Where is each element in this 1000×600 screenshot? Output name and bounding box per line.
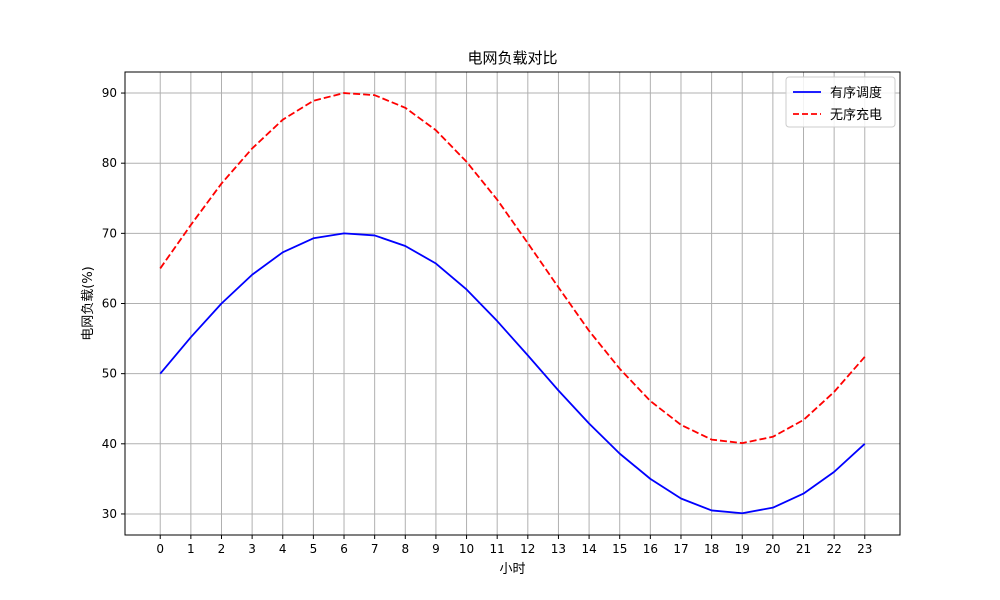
y-tick-label: 90 (102, 86, 117, 100)
x-tick-label: 3 (248, 542, 256, 556)
y-tick-label: 40 (102, 437, 117, 451)
x-tick-label: 11 (490, 542, 505, 556)
y-tick-label: 60 (102, 297, 117, 311)
x-tick-label: 1 (187, 542, 195, 556)
y-axis-ticks: 30 40 50 60 70 80 90 (102, 86, 125, 521)
x-tick-label: 15 (612, 542, 627, 556)
y-tick-label: 70 (102, 226, 117, 240)
grid-lines (125, 72, 900, 535)
x-tick-label: 13 (551, 542, 566, 556)
legend-label-ordered: 有序调度 (830, 85, 882, 101)
x-tick-label: 12 (520, 542, 535, 556)
y-tick-label: 30 (102, 507, 117, 521)
series-line-0 (159, 232, 866, 515)
x-tick-label: 7 (371, 542, 379, 556)
x-tick-label: 18 (704, 542, 719, 556)
series-lines (159, 92, 866, 515)
y-axis-title: 电网负载(%) (81, 266, 96, 341)
x-tick-label: 14 (581, 542, 596, 556)
chart-title: 电网负载对比 (467, 49, 557, 67)
x-tick-label: 19 (735, 542, 750, 556)
x-tick-label: 20 (765, 542, 780, 556)
series-line-1 (159, 92, 866, 445)
x-tick-label: 6 (340, 542, 348, 556)
y-tick-label: 50 (102, 367, 117, 381)
x-axis-title: 小时 (499, 562, 525, 577)
x-tick-label: 22 (826, 542, 841, 556)
x-tick-label: 17 (673, 542, 688, 556)
x-tick-label: 2 (218, 542, 226, 556)
x-tick-label: 10 (459, 542, 474, 556)
x-tick-label: 8 (401, 542, 409, 556)
x-tick-label: 21 (796, 542, 811, 556)
x-tick-label: 16 (643, 542, 658, 556)
x-axis-ticks: 0 1 2 3 4 5 6 7 8 9 10 11 12 13 14 15 16 17 18 19 20 21 22 23 (156, 535, 872, 556)
x-tick-label: 23 (857, 542, 872, 556)
x-tick-label: 4 (279, 542, 287, 556)
x-tick-label: 0 (156, 542, 164, 556)
legend: 有序调度 无序充电 (785, 76, 896, 128)
legend-label-unordered: 无序充电 (830, 107, 882, 123)
x-tick-label: 5 (310, 542, 318, 556)
y-tick-label: 80 (102, 156, 117, 170)
x-tick-label: 9 (432, 542, 440, 556)
